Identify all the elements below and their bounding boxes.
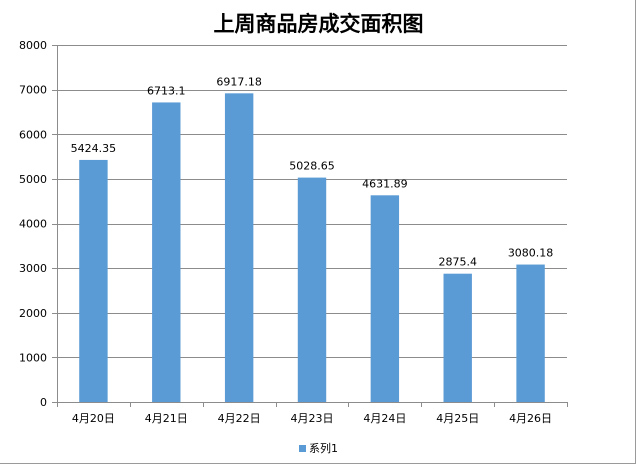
legend-label: 系列1 [309, 442, 338, 455]
bars [79, 93, 545, 403]
y-tick-label: 4000 [19, 218, 47, 231]
x-tick-label: 4月24日 [363, 412, 406, 425]
x-tick-label: 4月20日 [72, 412, 115, 425]
axes [52, 45, 568, 407]
y-tick-label: 1000 [19, 351, 47, 364]
data-label: 6713.1 [147, 84, 186, 97]
bar [443, 273, 472, 402]
y-tick-label: 2000 [19, 307, 47, 320]
data-label: 6917.18 [216, 75, 262, 88]
chart-title: 上周商品房成交面积图 [213, 11, 424, 36]
bar [152, 102, 181, 402]
x-tick-label: 4月23日 [291, 412, 334, 425]
y-tick-label: 6000 [19, 128, 47, 141]
data-label: 5424.35 [71, 142, 117, 155]
bar [297, 177, 327, 402]
data-label: 3080.18 [508, 247, 554, 260]
legend: 系列1 [0, 440, 637, 456]
bar [224, 93, 254, 403]
x-tick-label: 4月26日 [509, 412, 552, 425]
y-tick-label: 7000 [19, 84, 47, 97]
bar [79, 159, 108, 402]
y-tick-label: 0 [40, 396, 47, 409]
legend-swatch [299, 445, 306, 452]
data-label: 4631.89 [362, 177, 408, 190]
bar [370, 195, 400, 402]
x-tick-label: 4月25日 [436, 412, 479, 425]
x-tick-label: 4月21日 [145, 412, 188, 425]
y-tick-label: 3000 [19, 262, 47, 275]
bar [516, 264, 545, 402]
data-label: 5028.65 [289, 160, 335, 173]
y-tick-label: 5000 [19, 173, 47, 186]
x-tick-label: 4月22日 [218, 412, 261, 425]
labels: 0 1000 2000 3000 4000 5000 6000 7000 8000 5424.35… [19, 39, 553, 425]
y-tick-label: 8000 [19, 39, 47, 52]
data-label: 2875.4 [438, 256, 477, 269]
